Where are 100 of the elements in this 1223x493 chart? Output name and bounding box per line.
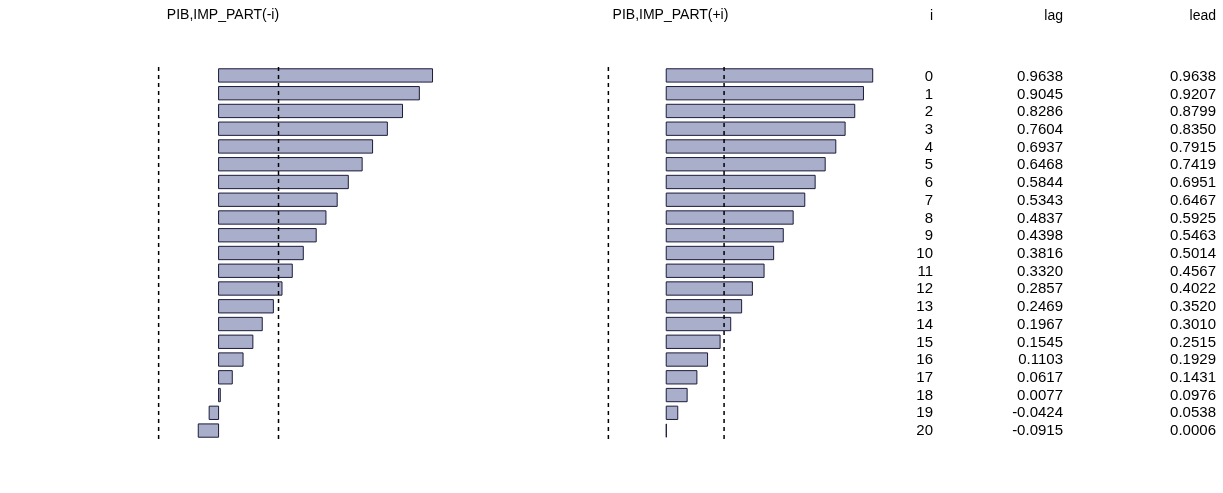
- bar: [218, 121, 388, 136]
- data-label: 0.6951: [1170, 173, 1216, 191]
- bar: [218, 370, 233, 385]
- data-label: 0.8350: [1170, 120, 1216, 137]
- text: lead: [1189, 7, 1216, 23]
- chart-title: PIB,IMP_PART(-i): [166, 6, 280, 23]
- data-label: 0.7915: [1170, 137, 1216, 155]
- bar: [218, 192, 338, 207]
- data-label: -0.0915: [1012, 421, 1063, 439]
- y-tick-label: 14: [916, 314, 933, 332]
- bar: [218, 157, 363, 172]
- data-label: 0.0006: [1170, 421, 1216, 439]
- data-label: 0.1967: [1017, 314, 1063, 332]
- data-label: 0.3520: [1170, 297, 1216, 315]
- y-tick-label: 5: [924, 155, 933, 173]
- bar: [665, 352, 709, 367]
- bar: [218, 68, 434, 83]
- y-tick-label: 17: [916, 368, 933, 385]
- data-label: 0.4398: [1017, 226, 1063, 244]
- y-tick-label: 10: [916, 244, 933, 261]
- data-label: 0.2515: [1170, 332, 1216, 350]
- data-label: 0.2469: [1017, 297, 1063, 315]
- y-tick-label: 16: [916, 350, 933, 368]
- bar: [665, 245, 775, 261]
- text: lag: [1044, 7, 1063, 23]
- data-label: 0.6468: [1017, 155, 1063, 173]
- bar: [218, 174, 349, 190]
- bar: [665, 316, 732, 332]
- data-label: 0.5925: [1170, 208, 1216, 226]
- data-label: 0.6937: [1017, 137, 1063, 155]
- bar: [665, 281, 753, 296]
- y-axis-title: i: [929, 7, 933, 23]
- bar: [218, 103, 404, 119]
- bar: [665, 86, 864, 101]
- bar: [218, 86, 420, 101]
- data-label: 0.0617: [1017, 368, 1063, 385]
- data-label: 0.1929: [1170, 350, 1216, 368]
- data-label: 0.3816: [1017, 244, 1063, 261]
- data-label: 0.7419: [1170, 155, 1216, 173]
- bar: [218, 245, 304, 261]
- bar: [665, 263, 765, 278]
- data-label: 0.4837: [1017, 208, 1063, 226]
- data-label: 0.8286: [1017, 102, 1063, 120]
- bar: [197, 423, 220, 438]
- y-tick-label: 15: [916, 332, 933, 350]
- y-tick-label: 11: [917, 261, 933, 279]
- data-label: 0.0077: [1017, 385, 1063, 403]
- y-tick-label: 18: [916, 385, 933, 403]
- bar: [218, 334, 254, 349]
- data-label: 0.4567: [1170, 261, 1216, 279]
- data-label: 0.3010: [1170, 314, 1216, 332]
- bar: [218, 228, 317, 243]
- data-label: 0.9638: [1170, 66, 1216, 84]
- data-label: 0.0538: [1170, 403, 1216, 421]
- y-tick-label: 13: [916, 297, 933, 315]
- bar: [218, 352, 244, 367]
- bar: [665, 210, 794, 225]
- bar: [665, 228, 784, 243]
- bar: [218, 299, 274, 314]
- chart-title: PIB,IMP_PART(+i): [612, 6, 729, 23]
- bar: [208, 405, 220, 420]
- data-label: 0.5463: [1170, 226, 1216, 244]
- data-label: 0.9638: [1017, 66, 1063, 84]
- data-label: 0.1431: [1170, 368, 1216, 385]
- bar: [218, 210, 327, 225]
- bar: [665, 334, 721, 349]
- data-label: 0.1545: [1017, 332, 1063, 350]
- data-label: 0.0976: [1170, 385, 1216, 403]
- bar: [665, 387, 688, 403]
- data-label: 0.7604: [1017, 120, 1063, 137]
- y-tick-label: 12: [916, 279, 933, 297]
- y-tick-label: 1: [924, 84, 933, 102]
- bar: [218, 139, 374, 154]
- bar: [218, 316, 263, 332]
- data-label: 0.9207: [1170, 84, 1216, 102]
- data-label: 0.5844: [1017, 173, 1063, 191]
- y-tick-label: 8: [924, 208, 933, 226]
- bar: [665, 121, 846, 136]
- data-label: 0.5343: [1017, 190, 1063, 208]
- bar: [665, 157, 826, 172]
- data-label: 0.2857: [1017, 279, 1063, 297]
- bar: [218, 281, 283, 296]
- data-label: 0.4022: [1170, 279, 1216, 297]
- data-label: 0.3320: [1017, 261, 1063, 279]
- data-label: 0.6467: [1170, 190, 1216, 208]
- bar: [665, 174, 816, 190]
- y-tick-label: 4: [924, 137, 933, 155]
- y-tick-label: 20: [916, 421, 933, 439]
- y-tick-label: 9: [924, 226, 933, 244]
- bar: [665, 299, 743, 314]
- bar: [665, 139, 837, 154]
- data-label: 0.5014: [1170, 244, 1216, 261]
- y-tick-label: 0: [924, 66, 933, 84]
- data-label: 0.8799: [1170, 102, 1216, 120]
- data-label: 0.9045: [1017, 84, 1063, 102]
- y-tick-label: 2: [924, 102, 933, 120]
- y-tick-label: 6: [924, 173, 933, 191]
- y-tick-label: 7: [924, 190, 933, 208]
- bar: [665, 68, 874, 83]
- bar: [665, 370, 698, 385]
